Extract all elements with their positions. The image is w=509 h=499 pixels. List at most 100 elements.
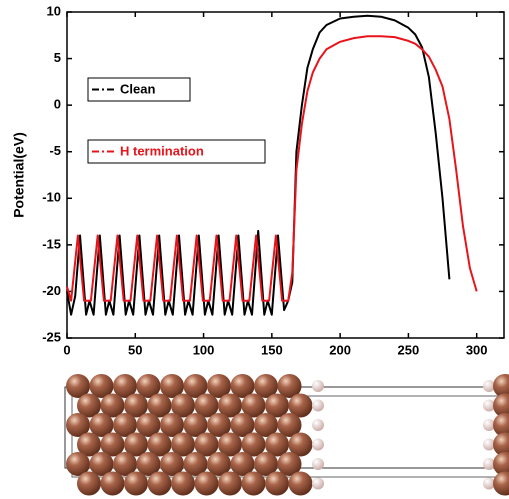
- y-tick-label: -5: [49, 143, 61, 158]
- cu-atom: [254, 413, 278, 437]
- cu-atom: [265, 471, 289, 496]
- cu-atom: [100, 393, 125, 418]
- cu-atom: [89, 413, 114, 437]
- cu-atom: [230, 452, 255, 476]
- cu-atom: [230, 374, 255, 398]
- legend-label: Clean: [120, 81, 155, 96]
- legend-box: [87, 139, 266, 164]
- h-atom: [312, 380, 324, 392]
- cu-atom: [230, 413, 255, 437]
- cu-atom: [254, 374, 278, 398]
- cu-atom: [493, 432, 509, 457]
- cu-atom: [113, 413, 137, 437]
- cu-atom: [66, 374, 90, 398]
- x-tick-label: 0: [63, 342, 70, 357]
- x-tick-label: 150: [261, 342, 283, 357]
- h-atom: [483, 419, 495, 431]
- cu-atom: [147, 393, 172, 418]
- cu-atom: [136, 413, 161, 437]
- cu-atom: [277, 413, 302, 437]
- cu-atom: [147, 432, 172, 457]
- cu-atom: [265, 393, 289, 418]
- y-tick-label: -10: [42, 190, 61, 205]
- cu-atom: [493, 471, 509, 496]
- h-atom: [312, 419, 324, 431]
- cu-atom: [147, 471, 172, 496]
- cu-atom: [77, 393, 101, 418]
- y-tick-label: 10: [47, 3, 61, 18]
- h-atom: [483, 399, 495, 412]
- cu-atom: [218, 471, 242, 496]
- cu-atom: [66, 452, 90, 476]
- cu-atom: [493, 393, 509, 418]
- cu-atom: [241, 471, 266, 496]
- legend-label: H termination: [120, 143, 204, 158]
- x-tick-label: 300: [466, 342, 488, 357]
- cu-atom: [207, 374, 231, 398]
- cu-atom: [124, 393, 148, 418]
- cu-atom: [124, 471, 148, 496]
- cu-atom: [89, 374, 114, 398]
- cu-atom: [160, 374, 184, 398]
- cu-atom: [113, 452, 137, 476]
- cu-atom: [100, 432, 125, 457]
- cu-atom: [288, 471, 313, 496]
- cu-atom: [493, 413, 509, 437]
- h-atom: [483, 380, 495, 392]
- cu-atom: [89, 452, 114, 476]
- cu-atom: [77, 432, 101, 457]
- cu-atom: [265, 432, 289, 457]
- cu-atom: [194, 432, 219, 457]
- cu-atom: [100, 471, 125, 496]
- cu-atom: [160, 452, 184, 476]
- cu-atom: [183, 413, 208, 437]
- series-line: [66, 35, 478, 302]
- cu-atom: [160, 413, 184, 437]
- y-tick-label: -15: [42, 236, 61, 251]
- x-tick-label: 200: [329, 342, 351, 357]
- legend-box: [87, 77, 191, 102]
- cu-atom: [171, 471, 195, 496]
- cu-atom: [288, 393, 313, 418]
- y-tick-label: -20: [42, 283, 61, 298]
- h-atom: [483, 458, 495, 470]
- y-axis-label: Potential(eV): [11, 132, 27, 218]
- cu-atom: [171, 393, 195, 418]
- cu-atom: [207, 452, 231, 476]
- cu-atom: [277, 374, 302, 398]
- y-tick-label: -25: [42, 329, 61, 344]
- cu-atom: [493, 452, 509, 476]
- structure-image: [64, 374, 509, 496]
- cu-atom: [136, 452, 161, 476]
- h-atom: [312, 458, 324, 470]
- cu-atom: [66, 413, 90, 437]
- legend-item: H termination: [87, 139, 266, 164]
- y-tick-label: 5: [54, 50, 61, 65]
- series-line: [66, 14, 451, 316]
- plot-frame: [66, 11, 505, 339]
- cu-atom: [254, 452, 278, 476]
- y-tick-label: 0: [54, 97, 61, 112]
- cu-atom: [136, 374, 161, 398]
- cu-atom: [194, 471, 219, 496]
- cu-atom: [171, 432, 195, 457]
- h-atom: [483, 477, 495, 490]
- cu-atom: [194, 393, 219, 418]
- x-tick-label: 50: [128, 342, 142, 357]
- h-atom: [483, 438, 495, 451]
- h-atom: [312, 477, 324, 490]
- cu-atom: [241, 393, 266, 418]
- x-tick-label: 100: [193, 342, 215, 357]
- legend-item: Clean: [87, 77, 191, 102]
- cu-atom: [493, 374, 509, 398]
- cu-atom: [241, 432, 266, 457]
- cu-atom: [288, 432, 313, 457]
- cu-atom: [124, 432, 148, 457]
- cu-atom: [113, 374, 137, 398]
- x-tick-label: 250: [398, 342, 420, 357]
- h-atom: [312, 438, 324, 451]
- cu-atom: [207, 413, 231, 437]
- cu-atom: [218, 432, 242, 457]
